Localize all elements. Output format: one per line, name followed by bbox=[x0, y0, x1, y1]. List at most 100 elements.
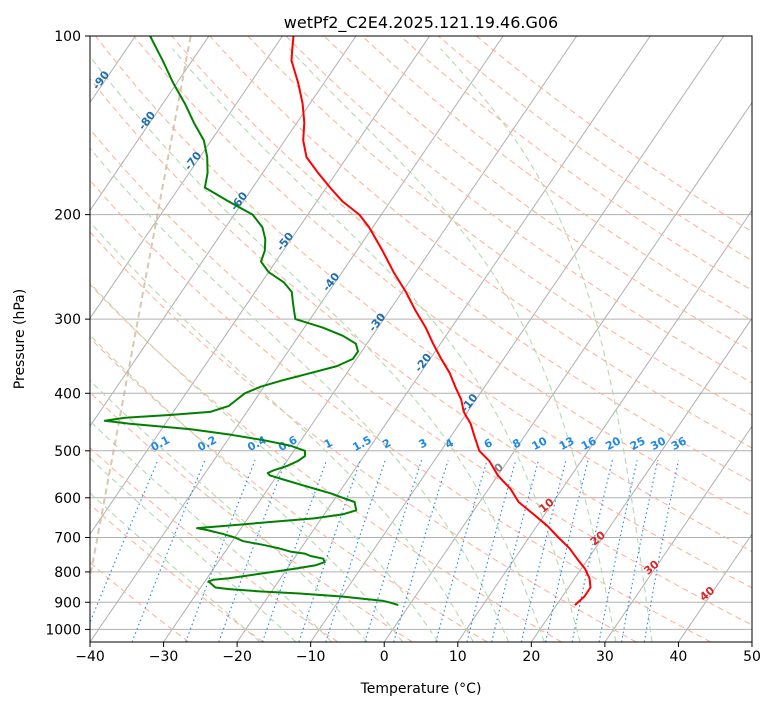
plot-area: 0.1 0.2 0.4 0.6 1 1.5 2 3 4 6 8 10 13 16 20 25 30 36-100-… bbox=[0, 36, 752, 642]
isopleth-label: -90 bbox=[90, 68, 113, 92]
moist-adiabat bbox=[90, 55, 545, 642]
dry-adiabat bbox=[90, 231, 637, 642]
isopleth-label: 20 bbox=[588, 528, 608, 548]
y-tick-label: 300 bbox=[54, 312, 81, 328]
x-tick-label: −30 bbox=[149, 649, 179, 665]
isotherm-line bbox=[90, 36, 430, 535]
moist-adiabat bbox=[90, 147, 510, 642]
moist-adiabat bbox=[90, 221, 474, 642]
dry-adiabat bbox=[90, 503, 264, 642]
mixing-ratio-line bbox=[571, 460, 613, 642]
mixing-ratio-label: 30 bbox=[648, 434, 668, 453]
isopleth-label: -30 bbox=[366, 310, 389, 334]
dry-adiabat bbox=[399, 36, 752, 291]
dry-adiabat bbox=[90, 78, 752, 589]
mixing-ratio-line bbox=[131, 459, 206, 642]
isopleth-label: -80 bbox=[136, 109, 159, 133]
isotherm-line bbox=[90, 36, 210, 212]
y-tick-label: 500 bbox=[54, 444, 81, 460]
dry-adiabat bbox=[361, 36, 752, 322]
axes: −40 −30 −20 −10 0 10 20 30 40 50 1000 900 800 700 600 5… bbox=[45, 29, 761, 665]
dry-adiabat bbox=[90, 283, 562, 642]
mixing-ratio-line bbox=[261, 460, 328, 642]
mixing-ratio-label: 20 bbox=[603, 434, 623, 453]
isotherm-line bbox=[678, 533, 752, 642]
dewpoint-trace bbox=[103, 36, 399, 607]
dry-adiabat bbox=[438, 36, 752, 262]
isotherm-line bbox=[383, 101, 752, 642]
mixing-ratio-line bbox=[185, 460, 256, 642]
y-axis-label: Pressure (hPa) bbox=[12, 289, 28, 389]
dry-adiabat bbox=[323, 36, 752, 353]
x-tick-label: −20 bbox=[222, 649, 252, 665]
mixing-ratio-line bbox=[90, 459, 159, 624]
x-tick-label: 20 bbox=[522, 649, 540, 665]
mixing-ratio-label: 16 bbox=[579, 434, 599, 453]
plot-frame bbox=[89, 35, 753, 643]
moist-adiabat bbox=[440, 48, 653, 642]
x-tick-label: −10 bbox=[296, 649, 326, 665]
isotherm-line bbox=[0, 36, 62, 642]
y-tick-label: 200 bbox=[54, 208, 81, 224]
temperature-trace bbox=[290, 36, 592, 606]
dry-adiabat bbox=[171, 36, 752, 483]
isotherm-line bbox=[90, 36, 357, 428]
mixing-ratio-line bbox=[520, 460, 567, 642]
x-tick-label: 50 bbox=[743, 649, 761, 665]
isotherm-line bbox=[530, 317, 752, 642]
y-tick-label: 700 bbox=[54, 531, 81, 547]
dry-adiabat bbox=[90, 179, 712, 642]
mixing-ratio-label: 2 bbox=[380, 436, 393, 451]
y-tick-label: 800 bbox=[54, 565, 81, 581]
mixing-ratio-line bbox=[435, 460, 488, 642]
isotherm-line bbox=[457, 209, 752, 642]
moist-adiabat bbox=[90, 282, 439, 642]
chart-title: wetPf2_C2E4.2025.121.19.46.G06 bbox=[284, 13, 558, 33]
mixing-ratio-label: 10 bbox=[530, 434, 550, 453]
x-axis-label: Temperature (°C) bbox=[360, 681, 482, 697]
isotherm-line bbox=[751, 641, 752, 642]
dry-adiabat bbox=[133, 36, 752, 517]
moist-adiabat bbox=[90, 492, 261, 642]
isotherm-line bbox=[90, 36, 283, 320]
isopleth-label: -40 bbox=[320, 270, 343, 294]
moist-adiabat bbox=[90, 457, 297, 642]
mixing-ratio-line bbox=[218, 460, 287, 642]
mixing-ratio-line bbox=[643, 460, 680, 642]
mixing-ratio-label: 6 bbox=[482, 436, 495, 451]
mixing-ratio-line bbox=[298, 460, 361, 642]
dry-adiabat bbox=[90, 128, 752, 626]
moist-adiabat bbox=[90, 420, 333, 642]
isohume-curve bbox=[90, 36, 192, 584]
y-tick-label: 900 bbox=[54, 595, 81, 611]
y-tick-label: 600 bbox=[54, 491, 81, 507]
mixing-ratio-label: 8 bbox=[510, 436, 523, 451]
dry-adiabat bbox=[285, 36, 752, 384]
dry-adiabat bbox=[95, 36, 752, 553]
mixing-ratio-label: 25 bbox=[628, 434, 648, 453]
x-tick-label: −40 bbox=[75, 649, 105, 665]
dry-adiabat bbox=[90, 391, 413, 642]
isopleth-label: -50 bbox=[274, 230, 297, 254]
mixing-ratio-label: 4 bbox=[443, 436, 456, 451]
mixing-ratio-line bbox=[621, 460, 659, 642]
isotherm-line bbox=[90, 36, 504, 642]
mixing-ratio-line bbox=[545, 460, 589, 642]
mixing-ratio-line bbox=[393, 460, 449, 642]
dry-adiabat bbox=[209, 36, 752, 449]
isopleth-label: 10 bbox=[537, 495, 557, 515]
isotherm-line bbox=[236, 36, 651, 642]
x-tick-label: 10 bbox=[449, 649, 467, 665]
mixing-ratio-label: 13 bbox=[557, 434, 577, 453]
x-tick-label: 0 bbox=[380, 649, 389, 665]
x-tick-label: 40 bbox=[670, 649, 688, 665]
dry-adiabat bbox=[476, 36, 752, 233]
y-tick-label: 1000 bbox=[45, 622, 81, 638]
dry-adiabat bbox=[90, 446, 339, 642]
isopleth-label: 40 bbox=[697, 584, 717, 604]
mixing-ratio-label: 3 bbox=[417, 436, 430, 451]
mixing-ratio-line bbox=[598, 460, 638, 642]
isopleth-label: -60 bbox=[228, 189, 251, 213]
y-tick-label: 100 bbox=[54, 29, 81, 45]
